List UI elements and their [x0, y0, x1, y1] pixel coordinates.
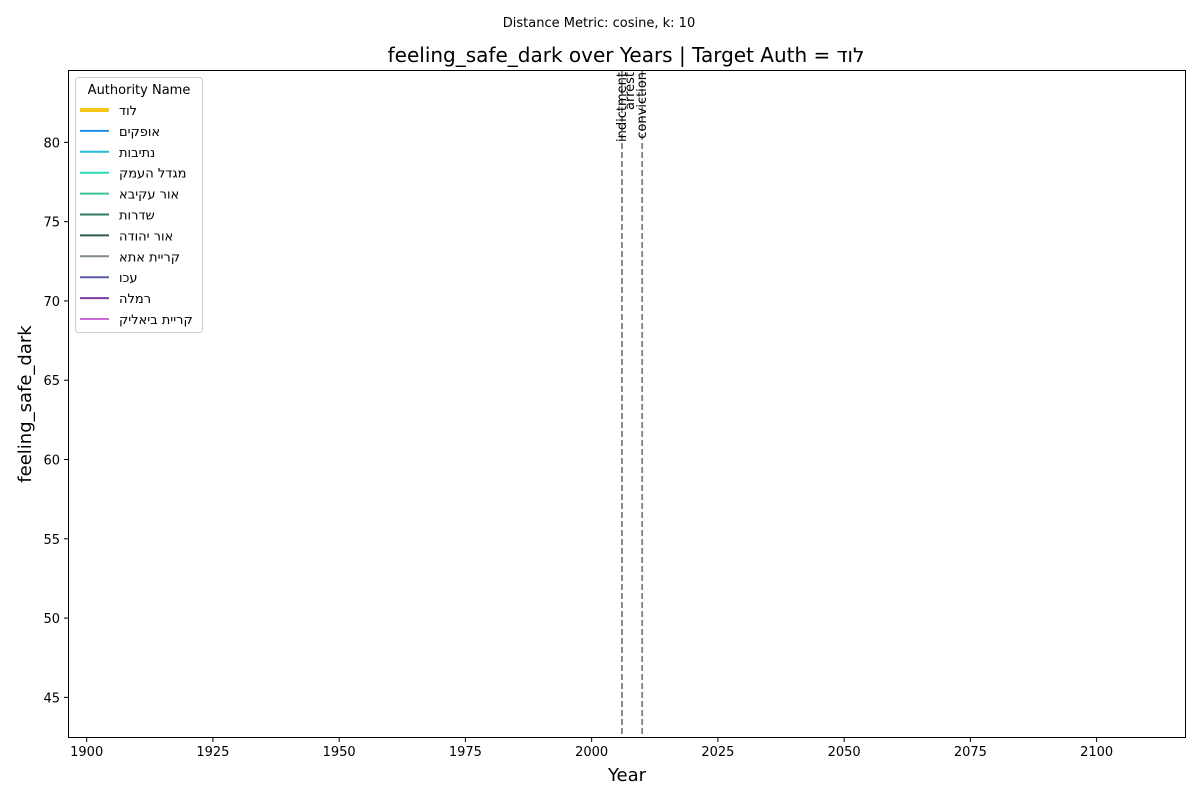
legend-label: לוד — [119, 104, 137, 119]
x-tick-label: 1975 — [449, 745, 482, 760]
x-ticks: 1900 1925 1950 1975 2000 2025 2050 2075 2100 — [70, 737, 1113, 760]
y-tick-label: 45 — [43, 691, 60, 706]
event-label: arrest — [623, 72, 638, 110]
legend-label: נתיבות — [119, 146, 155, 161]
legend-label: קריית ביאליק — [119, 313, 193, 328]
y-tick-label: 65 — [43, 374, 60, 389]
legend-entries: לוד אופקים נתיבות מגדל העמק אור עקיבא שדרות או… — [80, 104, 193, 328]
legend-title: Authority Name — [88, 83, 191, 98]
x-tick-label: 2100 — [1080, 745, 1113, 760]
event-label: conviction — [635, 72, 650, 139]
y-tick-label: 55 — [43, 533, 60, 548]
x-tick-label: 2050 — [828, 745, 861, 760]
legend-label: אור יהודה — [119, 229, 173, 244]
y-axis-label: feeling_safe_dark — [15, 325, 36, 483]
legend-label: אופקים — [119, 125, 160, 140]
legend: Authority Name לוד אופקים נתיבות מגדל העמק א… — [75, 77, 203, 333]
plot-area — [68, 70, 1186, 738]
chart-suptitle: Distance Metric: cosine, k: 10 — [503, 16, 695, 31]
y-tick-label: 80 — [43, 136, 60, 151]
legend-box — [75, 77, 203, 333]
x-tick-label: 2000 — [575, 745, 608, 760]
legend-label: רמלה — [119, 292, 151, 307]
chart-title: feeling_safe_dark over Years | Target Au… — [388, 43, 865, 67]
x-tick-label: 1900 — [70, 745, 103, 760]
event-label: indictment — [615, 72, 630, 142]
x-tick-label: 2025 — [701, 745, 734, 760]
y-ticks: 45 50 55 60 65 70 75 80 — [43, 136, 69, 706]
y-tick-label: 75 — [43, 216, 60, 231]
x-axis-label: Year — [607, 765, 647, 786]
y-tick-label: 50 — [43, 612, 60, 627]
x-tick-label: 2075 — [954, 745, 987, 760]
y-tick-label: 70 — [43, 295, 60, 310]
legend-label: עכו — [119, 271, 138, 286]
legend-label: שדרות — [119, 209, 155, 224]
legend-label: אור עקיבא — [119, 188, 179, 203]
legend-label: קריית אתא — [119, 250, 180, 265]
y-tick-label: 60 — [43, 454, 60, 469]
legend-label: מגדל העמק — [119, 167, 187, 182]
x-tick-label: 1925 — [196, 745, 229, 760]
x-tick-label: 1950 — [323, 745, 356, 760]
